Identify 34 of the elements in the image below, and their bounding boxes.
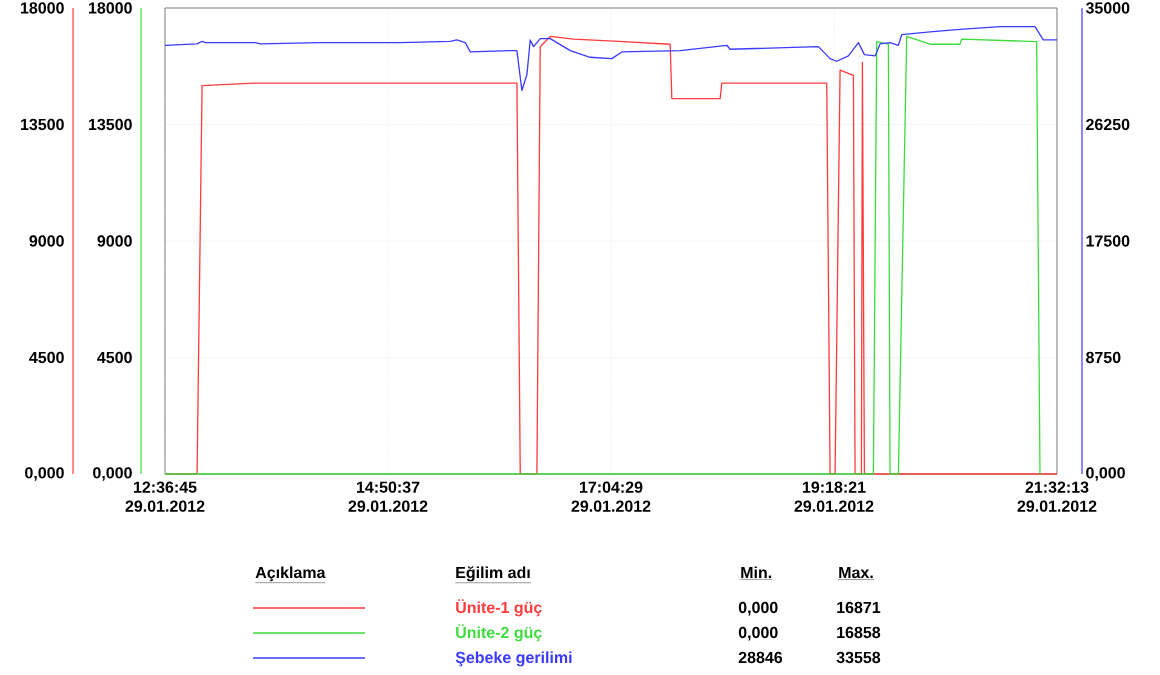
y2-tick-label: 35000 bbox=[1085, 2, 1130, 14]
text: 33558 bbox=[836, 651, 881, 664]
x-tick-label: 21:32:13 29.01.2012 bbox=[1017, 481, 1097, 512]
text: Ünite-2 güç bbox=[456, 624, 542, 642]
y2-tick-label: 26250 bbox=[1086, 118, 1130, 131]
y2-tick-label: 8750 bbox=[1086, 351, 1121, 364]
y-tick-label: 4500 bbox=[97, 351, 132, 364]
x-tick-label: 19:18:21 29.01.2012 bbox=[794, 481, 874, 512]
y3-tick-label: 0,000 bbox=[25, 467, 64, 481]
text: Ünite-1 güç bbox=[456, 599, 542, 617]
x-tick-label: 14:50:37 29.01.2012 bbox=[348, 481, 428, 512]
x-tick-label: 17:04:29 29.01.2012 bbox=[571, 481, 651, 512]
y3-tick-label: 4500 bbox=[29, 351, 64, 364]
text: 0,000 bbox=[738, 601, 778, 616]
x-tick-label: 12:36:45 29.01.2012 bbox=[125, 481, 205, 512]
line-series bbox=[164, 25, 1058, 92]
text: Şebeke gerilimi bbox=[455, 651, 572, 667]
y3-tick-label: 13500 bbox=[20, 118, 64, 131]
y2-tick-label: 17500 bbox=[1086, 235, 1130, 247]
text: Min. bbox=[741, 566, 772, 578]
y3-tick-label: 9000 bbox=[29, 235, 64, 247]
text: Eğilim adı bbox=[456, 566, 530, 582]
y-tick-label: 9000 bbox=[97, 235, 132, 247]
text: 28846 bbox=[738, 651, 783, 664]
text: Max. bbox=[839, 566, 873, 579]
y-tick-label: 0,000 bbox=[93, 467, 132, 481]
text: 16871 bbox=[837, 601, 881, 614]
text: 0,000 bbox=[738, 626, 778, 641]
text: Açıklama bbox=[255, 566, 326, 582]
y-tick-label: 13500 bbox=[88, 118, 132, 131]
y3-tick-label: 18000 bbox=[20, 2, 64, 14]
y2-tick-label: 0,000 bbox=[1086, 467, 1125, 481]
text: 16858 bbox=[837, 626, 881, 639]
y-tick-label: 18000 bbox=[88, 2, 132, 14]
